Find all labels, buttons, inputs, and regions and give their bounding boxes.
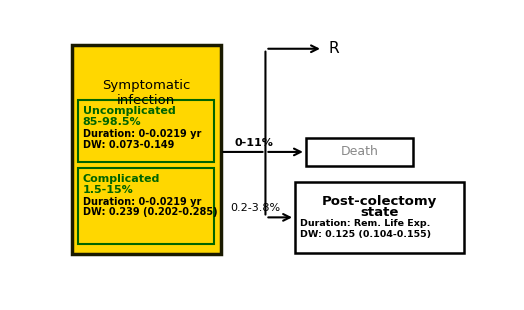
Bar	[295, 182, 464, 253]
Text: Uncomplicated: Uncomplicated	[83, 107, 176, 117]
Text: Symptomatic
infection: Symptomatic infection	[102, 79, 190, 107]
Text: 0.2-3.8%: 0.2-3.8%	[230, 203, 280, 213]
Text: Duration: 0-0.0219 yr: Duration: 0-0.0219 yr	[83, 197, 201, 206]
Bar	[78, 100, 213, 162]
Text: DW: 0.073-0.149: DW: 0.073-0.149	[83, 140, 174, 150]
Text: Duration: 0-0.0219 yr: Duration: 0-0.0219 yr	[83, 129, 201, 139]
Text: 1.5-15%: 1.5-15%	[83, 185, 133, 195]
Text: DW: 0.239 (0.202-0.285): DW: 0.239 (0.202-0.285)	[83, 207, 217, 217]
Text: Death: Death	[340, 145, 378, 158]
Bar	[305, 138, 413, 166]
Text: DW: 0.125 (0.104-0.155): DW: 0.125 (0.104-0.155)	[300, 230, 431, 239]
Bar	[78, 168, 213, 244]
Text: R: R	[329, 41, 340, 56]
Text: state: state	[360, 206, 399, 219]
Text: Duration: Rem. Life Exp.: Duration: Rem. Life Exp.	[300, 219, 430, 228]
Text: Complicated: Complicated	[83, 174, 160, 184]
Bar	[72, 45, 221, 254]
Text: 0-11%: 0-11%	[234, 138, 274, 148]
Text: 85-98.5%: 85-98.5%	[83, 117, 141, 127]
Text: Post-colectomy: Post-colectomy	[322, 195, 437, 208]
